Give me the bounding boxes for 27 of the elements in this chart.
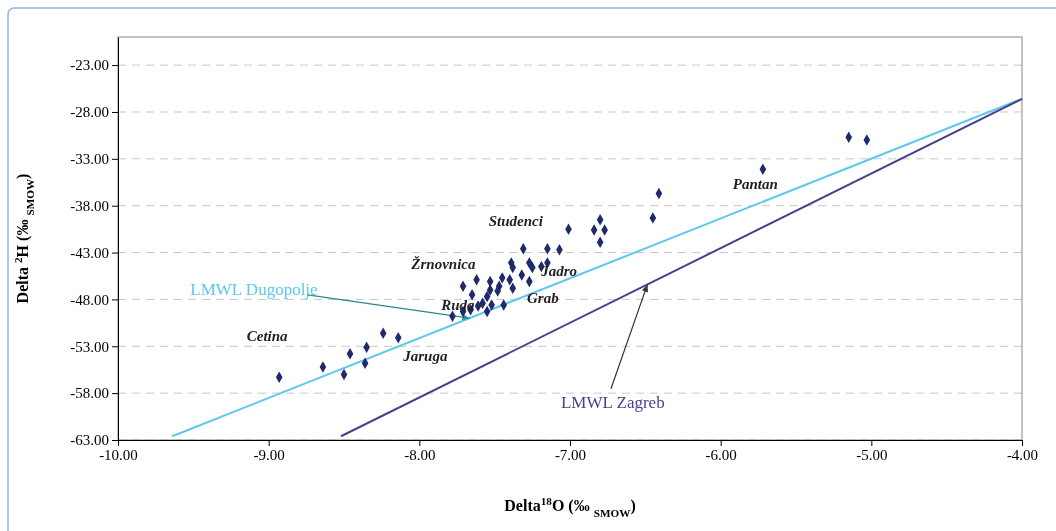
annotation: Jaruga	[402, 347, 448, 364]
text: LMWL Dugopolje	[190, 279, 318, 299]
y-tick-label: -53.00	[70, 338, 109, 355]
y-tick-label: -63.00	[70, 432, 109, 449]
x-tick-label: -9.00	[253, 446, 285, 463]
annotation: Cetina	[246, 328, 289, 345]
annotation: Ruda	[440, 297, 476, 314]
y-tick-label: -48.00	[70, 291, 109, 308]
x-tick-label: -4.00	[1006, 446, 1039, 463]
annotation: Studenci	[488, 212, 544, 229]
text: LMWL Zagreb	[560, 392, 665, 412]
x-tick-label: -8.00	[404, 446, 436, 463]
y-tick-label: -38.00	[70, 198, 109, 214]
annotation: Žrnovnica	[410, 256, 477, 273]
y-tick-label: -23.00	[70, 57, 109, 74]
annotation: Grab	[527, 290, 560, 307]
y-tick-label: -58.00	[70, 385, 109, 402]
y-tick-label: -43.00	[70, 244, 109, 261]
x-tick-label: -6.00	[705, 446, 737, 463]
y-tick-label: -28.00	[70, 104, 109, 121]
x-tick-label: -10.00	[99, 446, 138, 463]
x-axis-title: Delta$^{18}$O (‰ $_{SMOW}$)	[504, 495, 636, 519]
annotation: Pantan	[732, 175, 778, 192]
annotation: Jadro	[540, 263, 578, 280]
x-tick-label: -5.00	[856, 446, 888, 463]
y-tick-label: -33.00	[70, 151, 109, 168]
x-tick-label: -7.00	[554, 446, 587, 463]
